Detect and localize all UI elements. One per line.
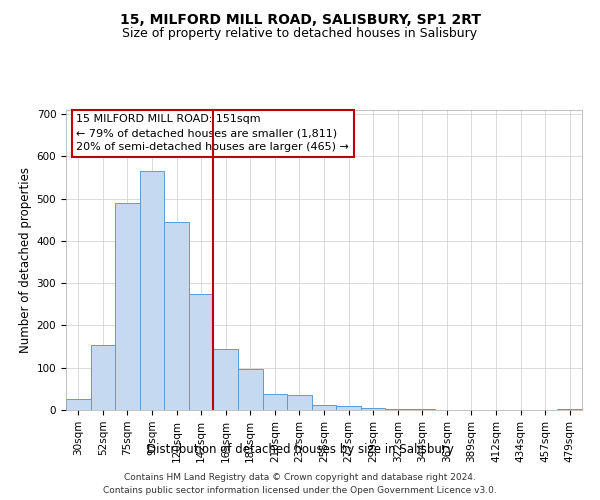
Bar bbox=[385, 408, 410, 410]
Bar bbox=[91, 344, 115, 410]
Bar bbox=[410, 409, 434, 410]
Bar bbox=[361, 408, 385, 410]
Bar bbox=[557, 408, 582, 410]
Y-axis label: Number of detached properties: Number of detached properties bbox=[19, 167, 32, 353]
Text: 15, MILFORD MILL ROAD, SALISBURY, SP1 2RT: 15, MILFORD MILL ROAD, SALISBURY, SP1 2R… bbox=[119, 12, 481, 26]
Text: Distribution of detached houses by size in Salisbury: Distribution of detached houses by size … bbox=[146, 442, 454, 456]
Bar bbox=[336, 406, 361, 410]
Bar bbox=[287, 395, 312, 410]
Bar bbox=[140, 172, 164, 410]
Bar bbox=[263, 394, 287, 410]
Text: 15 MILFORD MILL ROAD: 151sqm
← 79% of detached houses are smaller (1,811)
20% of: 15 MILFORD MILL ROAD: 151sqm ← 79% of de… bbox=[76, 114, 349, 152]
Text: Size of property relative to detached houses in Salisbury: Size of property relative to detached ho… bbox=[122, 28, 478, 40]
Bar bbox=[214, 348, 238, 410]
Bar bbox=[238, 368, 263, 410]
Bar bbox=[164, 222, 189, 410]
Bar bbox=[312, 404, 336, 410]
Bar bbox=[189, 294, 214, 410]
Text: Contains HM Land Registry data © Crown copyright and database right 2024.
Contai: Contains HM Land Registry data © Crown c… bbox=[103, 472, 497, 494]
Bar bbox=[115, 203, 140, 410]
Bar bbox=[66, 400, 91, 410]
